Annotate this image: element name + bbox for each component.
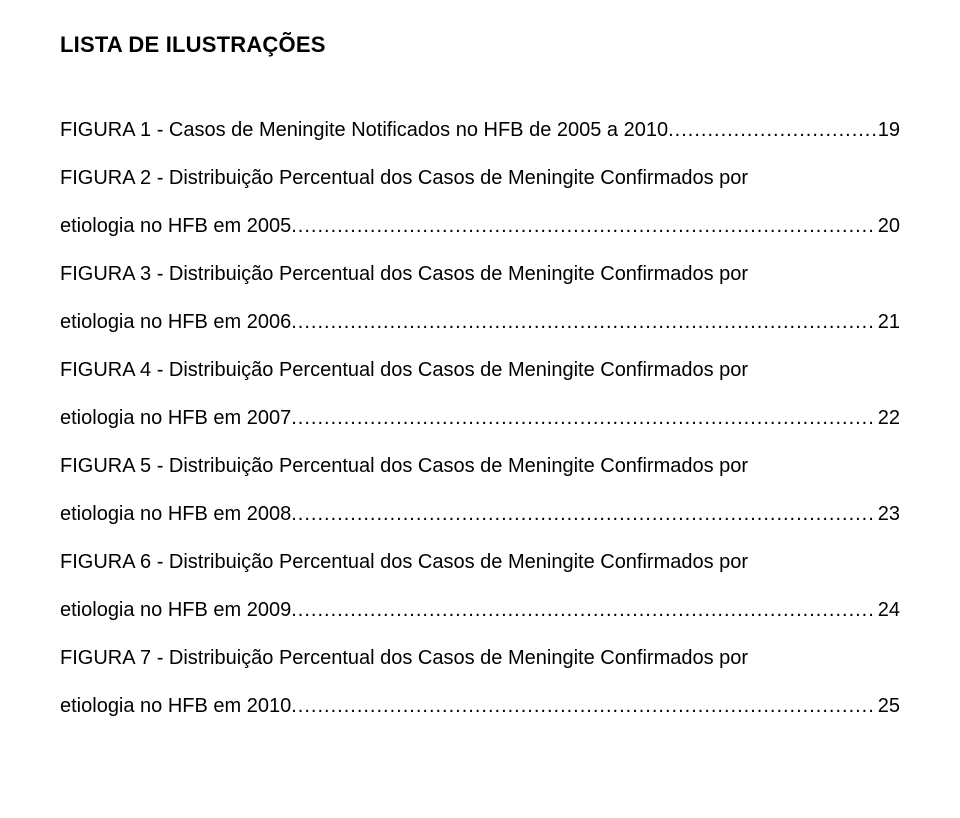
toc-entry-page: 19 bbox=[876, 106, 900, 154]
toc-entry-line1: FIGURA 7 - Distribuição Percentual dos C… bbox=[60, 634, 900, 682]
document-page: LISTA DE ILUSTRAÇÕES FIGURA 1 - Casos de… bbox=[0, 0, 960, 770]
toc-entry: FIGURA 2 - Distribuição Percentual dos C… bbox=[60, 154, 900, 250]
toc-entry-line2: etiologia no HFB em 2005 20 bbox=[60, 202, 900, 250]
toc-dots bbox=[291, 298, 876, 346]
toc-entry: FIGURA 7 - Distribuição Percentual dos C… bbox=[60, 634, 900, 730]
toc-entry-line1: FIGURA 4 - Distribuição Percentual dos C… bbox=[60, 346, 900, 394]
toc-entry-line1: FIGURA 5 - Distribuição Percentual dos C… bbox=[60, 442, 900, 490]
toc-entry-line2: etiologia no HFB em 2009 24 bbox=[60, 586, 900, 634]
toc-entry-page: 21 bbox=[876, 298, 900, 346]
toc-entry-label: etiologia no HFB em 2010 bbox=[60, 682, 291, 730]
toc-dots bbox=[291, 394, 876, 442]
toc-entry: FIGURA 1 - Casos de Meningite Notificado… bbox=[60, 106, 900, 154]
toc-entry: FIGURA 3 - Distribuição Percentual dos C… bbox=[60, 250, 900, 346]
toc-dots bbox=[291, 490, 876, 538]
toc-dots bbox=[291, 682, 876, 730]
toc-entry-label: etiologia no HFB em 2007 bbox=[60, 394, 291, 442]
toc-entry: FIGURA 5 - Distribuição Percentual dos C… bbox=[60, 442, 900, 538]
toc-entry-line1: FIGURA 6 - Distribuição Percentual dos C… bbox=[60, 538, 900, 586]
toc-entry-line1: FIGURA 3 - Distribuição Percentual dos C… bbox=[60, 250, 900, 298]
toc-entry-page: 25 bbox=[876, 682, 900, 730]
toc-entry-label: FIGURA 1 - Casos de Meningite Notificado… bbox=[60, 106, 668, 154]
toc-entry-label: etiologia no HFB em 2008 bbox=[60, 490, 291, 538]
toc-entry: FIGURA 6 - Distribuição Percentual dos C… bbox=[60, 538, 900, 634]
toc-entry-line2: etiologia no HFB em 2008 23 bbox=[60, 490, 900, 538]
toc-entry-page: 22 bbox=[876, 394, 900, 442]
toc-dots bbox=[668, 106, 876, 154]
toc-entry-line2: etiologia no HFB em 2007 22 bbox=[60, 394, 900, 442]
toc-dots bbox=[291, 586, 876, 634]
toc-entry-line2: etiologia no HFB em 2006 21 bbox=[60, 298, 900, 346]
toc-entry-page: 23 bbox=[876, 490, 900, 538]
toc-entry-line2: etiologia no HFB em 2010 25 bbox=[60, 682, 900, 730]
toc-entry-line1: FIGURA 2 - Distribuição Percentual dos C… bbox=[60, 154, 900, 202]
toc-entry-label: etiologia no HFB em 2009 bbox=[60, 586, 291, 634]
toc-entry: FIGURA 4 - Distribuição Percentual dos C… bbox=[60, 346, 900, 442]
toc-entry-page: 24 bbox=[876, 586, 900, 634]
toc-dots bbox=[291, 202, 876, 250]
toc-entry-label: etiologia no HFB em 2005 bbox=[60, 202, 291, 250]
toc-entry-line: FIGURA 1 - Casos de Meningite Notificado… bbox=[60, 106, 900, 154]
page-title: LISTA DE ILUSTRAÇÕES bbox=[60, 32, 900, 58]
toc-entry-label: etiologia no HFB em 2006 bbox=[60, 298, 291, 346]
toc-entry-page: 20 bbox=[876, 202, 900, 250]
